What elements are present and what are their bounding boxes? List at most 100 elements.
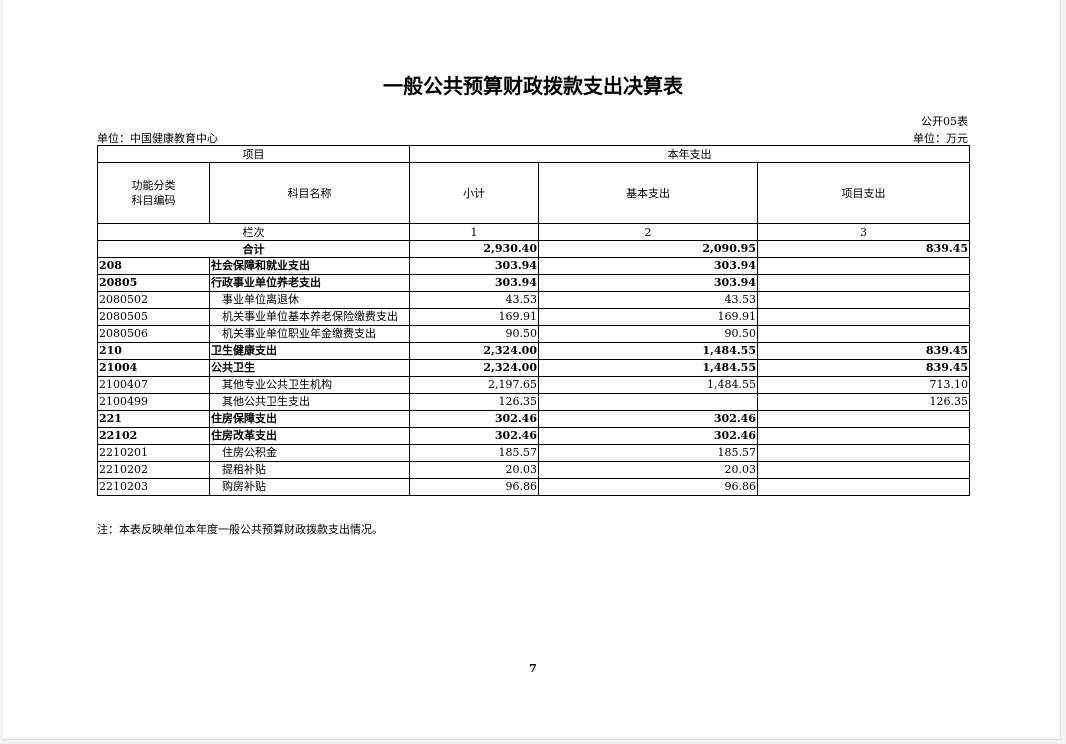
table-row: 210 卫生健康支出 2,324.00 1,484.55 839.45 <box>97 342 971 360</box>
table-row: 2210202 提租补贴 20.03 20.03 <box>97 461 971 479</box>
cell-code: 2210202 <box>97 461 210 479</box>
cell-basic: 96.86 <box>538 478 758 496</box>
cell-name: 公共卫生 <box>209 359 410 377</box>
unit-money: 单位：万元 <box>913 132 968 145</box>
cell-code: 2210201 <box>97 444 210 462</box>
cell-subtotal: 90.50 <box>409 325 539 343</box>
page-title: 一般公共预算财政拨款支出决算表 <box>383 74 683 98</box>
cell-basic: 1,484.55 <box>538 359 758 377</box>
column-label: 栏次 <box>97 223 410 241</box>
cell-name: 机关事业单位基本养老保险缴费支出 <box>209 308 410 326</box>
cell-project <box>756 257 971 275</box>
cell-code: 2210203 <box>97 478 210 496</box>
cell-code: 2100407 <box>97 376 210 394</box>
cell-project <box>756 461 971 479</box>
cell-code: 21004 <box>97 359 210 377</box>
cell-basic: 302.46 <box>538 410 758 428</box>
table-number: 公开05表 <box>921 115 968 128</box>
cell-basic: 169.91 <box>538 308 758 326</box>
total-label: 合计 <box>97 240 410 258</box>
cell-code: 2080502 <box>97 291 210 309</box>
cell-basic: 1,484.55 <box>538 376 758 394</box>
cell-name: 住房公积金 <box>209 444 410 462</box>
cell-name: 卫生健康支出 <box>209 342 410 360</box>
cell-basic: 303.94 <box>538 257 758 275</box>
table-row: 2080502 事业单位离退休 43.53 43.53 <box>97 291 971 309</box>
table-row: 2080506 机关事业单位职业年金缴费支出 90.50 90.50 <box>97 325 971 343</box>
table-row: 2080505 机关事业单位基本养老保险缴费支出 169.91 169.91 <box>97 308 971 326</box>
cell-basic: 1,484.55 <box>538 342 758 360</box>
cell-project: 839.45 <box>756 359 971 377</box>
cell-code: 2100499 <box>97 393 210 411</box>
cell-project <box>756 410 971 428</box>
cell-subtotal: 169.91 <box>409 308 539 326</box>
cell-code: 2080505 <box>97 308 210 326</box>
table-row: 2210201 住房公积金 185.57 185.57 <box>97 444 971 462</box>
table-row: 221 住房保障支出 302.46 302.46 <box>97 410 971 428</box>
cell-subtotal: 20.03 <box>409 461 539 479</box>
table-row: 22102 住房改革支出 302.46 302.46 <box>97 427 971 445</box>
cell-name: 住房保障支出 <box>209 410 410 428</box>
table-row: 2100407 其他专业公共卫生机构 2,197.65 1,484.55 713.10 <box>97 376 971 394</box>
cell-basic: 43.53 <box>538 291 758 309</box>
cell-subtotal: 302.46 <box>409 410 539 428</box>
cell-basic: 90.50 <box>538 325 758 343</box>
unit-organization: 单位：中国健康教育中心 <box>97 132 218 145</box>
expenditure-table: 项目 本年支出 功能分类 科目编码 科目名称 小计 基本支出 项目支出 栏次 1 2 3 合计 2… <box>97 145 971 496</box>
cell-project <box>756 291 971 309</box>
cell-name: 其他公共卫生支出 <box>209 393 410 411</box>
cell-project <box>756 325 971 343</box>
page-number: 7 <box>529 662 537 675</box>
cell-project <box>756 274 971 292</box>
cell-name: 事业单位离退休 <box>209 291 410 309</box>
cell-basic <box>538 393 758 411</box>
header-name: 科目名称 <box>209 162 410 224</box>
cell-project: 839.45 <box>756 342 971 360</box>
cell-name: 购房补贴 <box>209 478 410 496</box>
cell-code: 208 <box>97 257 210 275</box>
cell-subtotal: 2,324.00 <box>409 342 539 360</box>
cell-name: 社会保障和就业支出 <box>209 257 410 275</box>
table-row: 21004 公共卫生 2,324.00 1,484.55 839.45 <box>97 359 971 377</box>
cell-basic: 20.03 <box>538 461 758 479</box>
header-project-exp: 项目支出 <box>756 162 971 224</box>
header-current-year: 本年支出 <box>408 145 971 163</box>
cell-name: 住房改革支出 <box>209 427 410 445</box>
table-row: 2210203 购房补贴 96.86 96.86 <box>97 478 971 496</box>
header-subtotal: 小计 <box>409 162 539 224</box>
header-basic: 基本支出 <box>538 162 758 224</box>
cell-project <box>756 427 971 445</box>
cell-basic: 302.46 <box>538 427 758 445</box>
cell-project <box>756 444 971 462</box>
table-row: 2100499 其他公共卫生支出 126.35 126.35 <box>97 393 971 411</box>
cell-subtotal: 2,197.65 <box>409 376 539 394</box>
cell-subtotal: 2,324.00 <box>409 359 539 377</box>
cell-code: 2080506 <box>97 325 210 343</box>
cell-project: 713.10 <box>756 376 971 394</box>
cell-subtotal: 126.35 <box>409 393 539 411</box>
cell-code: 20805 <box>97 274 210 292</box>
cell-project: 126.35 <box>756 393 971 411</box>
cell-subtotal: 302.46 <box>409 427 539 445</box>
cell-basic: 185.57 <box>538 444 758 462</box>
header-project: 项目 <box>97 145 410 163</box>
col-num-3: 3 <box>756 223 971 241</box>
cell-name: 提租补贴 <box>209 461 410 479</box>
cell-project <box>756 308 971 326</box>
total-subtotal: 2,930.40 <box>409 240 539 258</box>
col-num-1: 1 <box>409 223 539 241</box>
total-project: 839.45 <box>756 240 971 258</box>
cell-name: 机关事业单位职业年金缴费支出 <box>209 325 410 343</box>
cell-code: 221 <box>97 410 210 428</box>
table-row: 208 社会保障和就业支出 303.94 303.94 <box>97 257 971 275</box>
cell-project <box>756 478 971 496</box>
cell-subtotal: 303.94 <box>409 274 539 292</box>
col-num-2: 2 <box>538 223 758 241</box>
table-row: 20805 行政事业单位养老支出 303.94 303.94 <box>97 274 971 292</box>
total-basic: 2,090.95 <box>538 240 758 258</box>
cell-subtotal: 96.86 <box>409 478 539 496</box>
header-code: 功能分类 科目编码 <box>97 162 210 224</box>
footnote: 注：本表反映单位本年度一般公共预算财政拨款支出情况。 <box>97 523 383 536</box>
cell-subtotal: 185.57 <box>409 444 539 462</box>
cell-name: 其他专业公共卫生机构 <box>209 376 410 394</box>
